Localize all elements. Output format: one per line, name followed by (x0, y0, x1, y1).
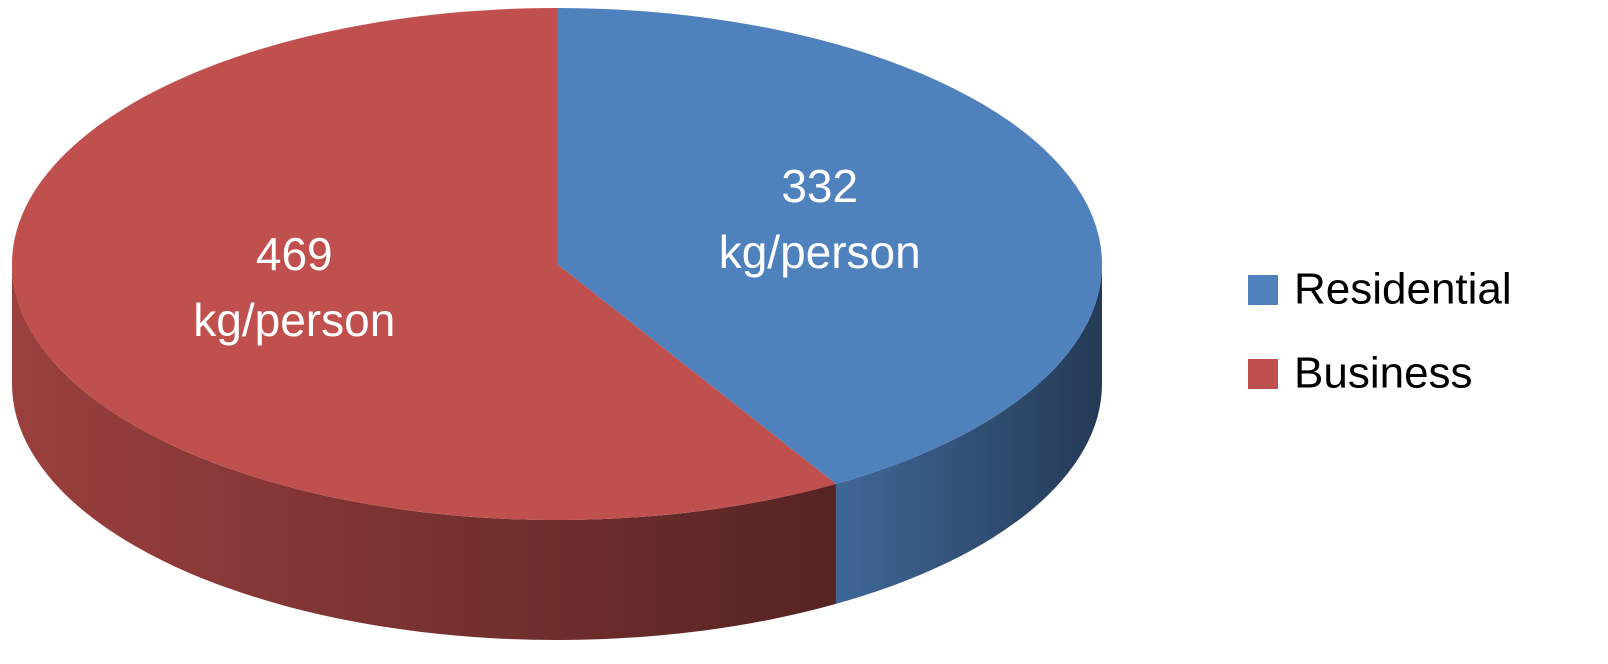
pie-side (12, 264, 836, 640)
pie-side (835, 264, 1102, 604)
pie-slice (11, 8, 836, 520)
data-label: 332 kg/person (719, 160, 921, 278)
data-label: 469 kg/person (193, 228, 395, 346)
legend-swatch (1248, 275, 1278, 305)
pie-slice (557, 8, 1102, 484)
legend-label: Business (1294, 349, 1473, 398)
legend-swatch (1248, 359, 1278, 389)
legend-label: Residential (1294, 265, 1512, 314)
